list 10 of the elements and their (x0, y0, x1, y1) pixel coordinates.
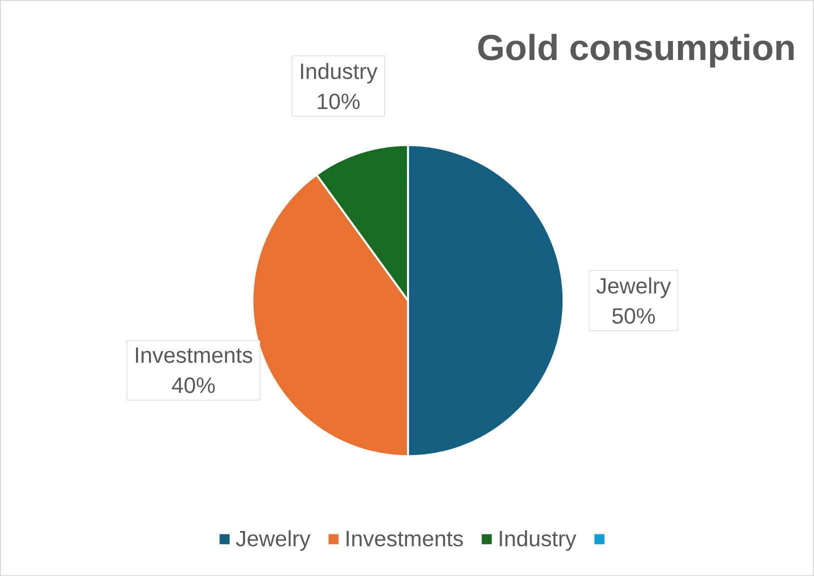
data-label: 40% (172, 377, 215, 394)
slice-label: Jewelry (596, 277, 671, 298)
data-label: 10% (318, 94, 360, 110)
legend-label: Investments (346, 530, 463, 546)
legend-label: Jewelry (236, 530, 310, 551)
legend-label: Industry (500, 530, 576, 551)
slice-label: Industry (301, 62, 378, 84)
slice-label: Investments (136, 347, 252, 363)
chart-title: Gold consumption (478, 34, 794, 68)
data-label: 50% (612, 308, 655, 324)
